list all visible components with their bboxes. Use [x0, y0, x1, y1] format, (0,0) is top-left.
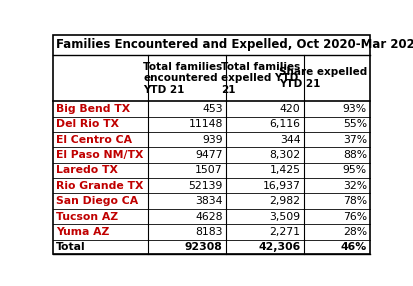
Text: 76%: 76% [343, 212, 367, 222]
Text: Total families
expelled YTD
21: Total families expelled YTD 21 [221, 61, 300, 95]
Text: 1507: 1507 [195, 165, 223, 175]
Text: 9477: 9477 [195, 150, 223, 160]
Text: 3834: 3834 [195, 196, 223, 206]
Text: 939: 939 [202, 135, 223, 145]
Text: 37%: 37% [343, 135, 367, 145]
Text: Families Encountered and Expelled, Oct 2020-Mar 2021: Families Encountered and Expelled, Oct 2… [56, 38, 413, 51]
Text: Laredo TX: Laredo TX [56, 165, 118, 175]
Text: Del Rio TX: Del Rio TX [56, 119, 119, 129]
Text: 52139: 52139 [188, 181, 223, 191]
Text: 92308: 92308 [185, 242, 223, 252]
Text: 11148: 11148 [188, 119, 223, 129]
Text: Rio Grande TX: Rio Grande TX [56, 181, 143, 191]
Text: 46%: 46% [341, 242, 367, 252]
Text: 1,425: 1,425 [269, 165, 300, 175]
Text: 95%: 95% [343, 165, 367, 175]
Text: 93%: 93% [343, 104, 367, 114]
Text: 88%: 88% [343, 150, 367, 160]
Text: 4628: 4628 [195, 212, 223, 222]
Text: 28%: 28% [343, 227, 367, 237]
Text: Big Bend TX: Big Bend TX [56, 104, 130, 114]
Text: San Diego CA: San Diego CA [56, 196, 138, 206]
Text: 3,509: 3,509 [269, 212, 300, 222]
Text: Total families
encountered
YTD 21: Total families encountered YTD 21 [143, 61, 223, 95]
Text: 8,302: 8,302 [269, 150, 300, 160]
Text: 420: 420 [280, 104, 300, 114]
Text: El Paso NM/TX: El Paso NM/TX [56, 150, 143, 160]
Text: 42,306: 42,306 [258, 242, 300, 252]
Text: 344: 344 [280, 135, 300, 145]
Text: Yuma AZ: Yuma AZ [56, 227, 109, 237]
Text: 8183: 8183 [195, 227, 223, 237]
Text: Tucson AZ: Tucson AZ [56, 212, 118, 222]
Text: El Centro CA: El Centro CA [56, 135, 132, 145]
Text: 453: 453 [202, 104, 223, 114]
Text: 6,116: 6,116 [269, 119, 300, 129]
Text: 2,982: 2,982 [269, 196, 300, 206]
Text: 78%: 78% [343, 196, 367, 206]
Text: 32%: 32% [343, 181, 367, 191]
Text: Total: Total [56, 242, 85, 252]
Text: 2,271: 2,271 [269, 227, 300, 237]
Text: 16,937: 16,937 [263, 181, 300, 191]
Text: Share expelled
YTD 21: Share expelled YTD 21 [279, 67, 367, 89]
Text: 55%: 55% [343, 119, 367, 129]
